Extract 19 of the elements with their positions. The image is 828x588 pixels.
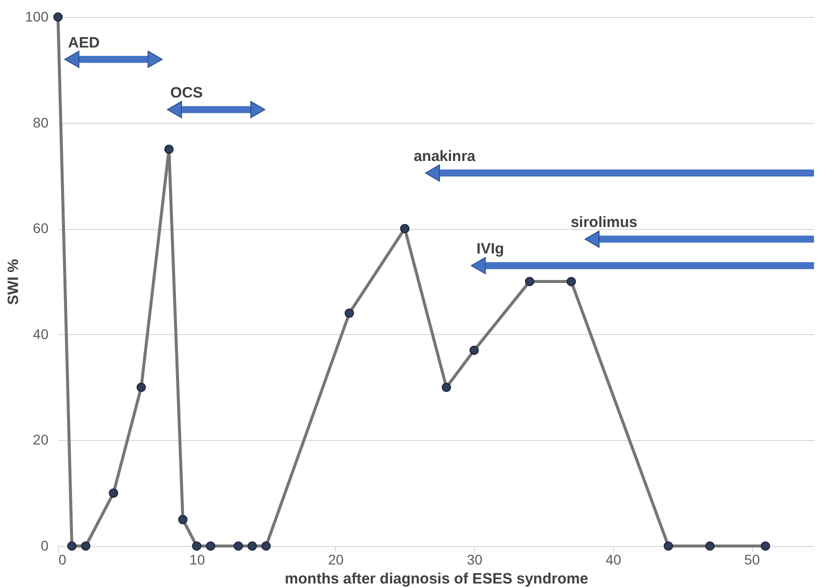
x-tick-label: 30 xyxy=(466,552,483,568)
x-tick-label: 0 xyxy=(58,552,66,568)
x-tick-label: 50 xyxy=(744,552,760,568)
series-label: sirolimus xyxy=(570,214,638,232)
x-tick-label: 20 xyxy=(328,552,344,568)
series-label: OCS xyxy=(170,84,203,102)
y-tick-label: 80 xyxy=(32,114,49,130)
x-tick-label: 40 xyxy=(606,552,622,568)
x-axis-title: months after diagnosis of ESES syndrome xyxy=(284,570,588,588)
series-label: IVIg xyxy=(476,240,504,258)
y-tick-label: 60 xyxy=(32,220,49,236)
y-axis-title: SWI % xyxy=(5,259,22,305)
y-tick-label: 20 xyxy=(32,432,49,448)
series-label: anakinra xyxy=(414,148,476,166)
y-tick-label: 0 xyxy=(40,538,49,554)
series-label: AED xyxy=(68,34,100,52)
y-tick-label: 40 xyxy=(32,326,49,342)
y-tick-label: 100 xyxy=(25,8,49,24)
x-tick-label: 10 xyxy=(189,552,206,568)
